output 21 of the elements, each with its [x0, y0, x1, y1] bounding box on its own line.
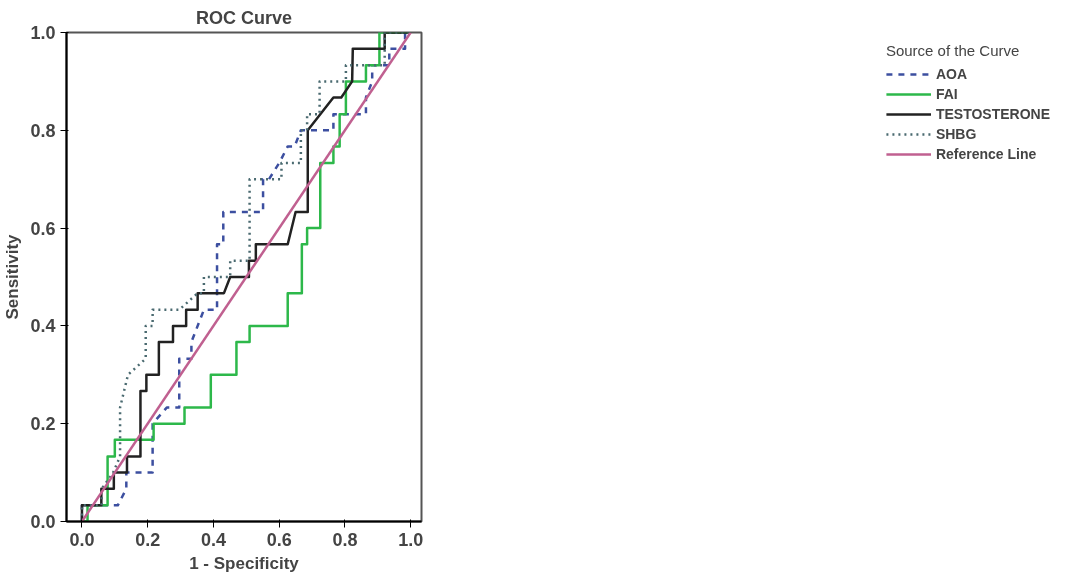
legend-label: SHBG: [935, 126, 977, 142]
y-tick-label: 0.2: [30, 414, 56, 435]
y-tick-label: 0.4: [30, 316, 56, 337]
y-tick-label: 0.0: [30, 512, 56, 532]
y-tick-label: 0.6: [30, 218, 56, 239]
legend-label: FAI: [935, 86, 958, 102]
legend-label: TESTOSTERONE: [935, 106, 1050, 122]
x-tick-label: 0.6: [266, 529, 292, 550]
legend-label: AOA: [935, 66, 968, 82]
chart-title: ROC Curve: [195, 7, 293, 28]
y-tick-label: 1.0: [30, 23, 56, 43]
x-tick-label: 0.4: [200, 529, 226, 550]
x-tick-label: 0.8: [332, 529, 358, 550]
legend-label: Reference Line: [935, 146, 1037, 162]
x-tick-label: 1.0: [398, 529, 424, 550]
legend-title: Source of the Curve: [885, 42, 1021, 59]
x-axis-title: 1 - Specificity: [189, 553, 300, 573]
x-tick-label: 0.0: [69, 529, 95, 550]
x-tick-label: 0.2: [135, 529, 161, 550]
y-tick-label: 0.8: [30, 120, 56, 141]
y-axis-title: Sensitivity: [3, 233, 23, 320]
